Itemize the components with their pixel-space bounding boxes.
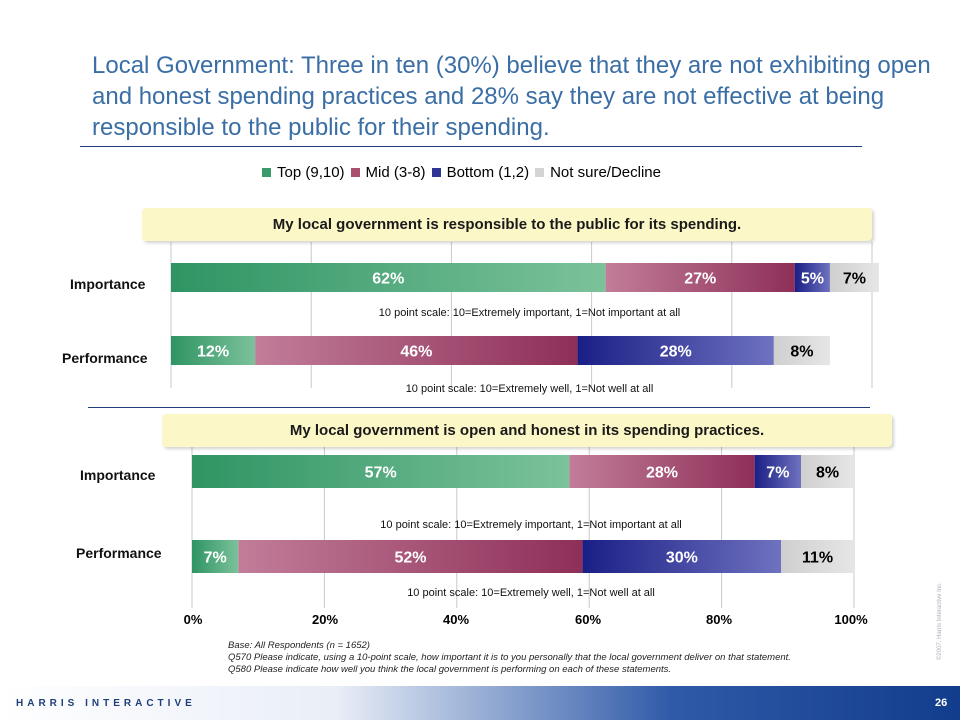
scale-note-p1-importance: 10 point scale: 10=Extremely important, …	[379, 307, 680, 319]
bar-p2-importance-mid	[569, 455, 755, 488]
bar-p2-importance-bottom	[754, 455, 802, 488]
footnote-q570: Q570 Please indicate, using a 10-point s…	[228, 652, 791, 663]
scale-note-p2-importance: 10 point scale: 10=Extremely important, …	[380, 519, 681, 531]
bar-p1-importance-notsure	[829, 263, 880, 292]
legend-swatch-mid	[350, 167, 360, 177]
bar-p2-performance-notsure-label: 11%	[802, 550, 833, 567]
x-tick-100: 100%	[834, 612, 868, 627]
bar-p2-performance-mid	[238, 540, 583, 573]
bar-p2-importance-bottom-label: 7%	[766, 465, 789, 482]
bar-p1-importance-top	[171, 263, 606, 292]
x-tick-0: 0%	[183, 612, 203, 627]
bar-p2-performance-mid-label: 52%	[394, 550, 426, 567]
x-tick-60: 60%	[574, 612, 602, 627]
bar-p1-importance-top-label: 62%	[372, 271, 404, 288]
footnote-base: Base: All Respondents (n = 1652)	[228, 640, 370, 651]
legend-label-mid: Mid (3-8)	[365, 163, 426, 181]
panel-divider	[88, 407, 870, 408]
bar-p1-performance-notsure-label: 8%	[790, 344, 813, 361]
bar-p1-performance-bottom-label: 28%	[660, 344, 692, 361]
legend-label-top: Top (9,10)	[277, 163, 345, 181]
row-label-importance-2: Importance	[80, 467, 156, 483]
panel-heading-open-honest: My local government is open and honest i…	[162, 414, 892, 447]
bar-p1-performance-bottom	[577, 336, 774, 365]
bar-p2-performance-notsure	[781, 540, 854, 573]
bar-p1-performance-mid-label: 46%	[400, 344, 432, 361]
legend-label-notsure: Not sure/Decline	[550, 163, 661, 181]
bar-p1-performance-notsure	[773, 336, 830, 365]
page-title: Local Government: Three in ten (30%) bel…	[92, 52, 931, 141]
footer-band	[0, 686, 960, 720]
legend-item-notsure: Not sure/Decline	[535, 164, 661, 181]
legend-swatch-top	[262, 167, 271, 177]
bar-p1-performance-top-label: 12%	[197, 344, 229, 361]
footnote-q580: Q580 Please indicate how well you think …	[228, 664, 672, 675]
bars: 62% 27% 5% 7% 10 point scale: 10=Extremely i…	[171, 263, 880, 599]
bar-p2-performance-bottom-label: 30%	[666, 550, 698, 567]
bar-p2-performance-top	[192, 540, 239, 573]
bar-p2-importance-notsure-label: 8%	[816, 465, 839, 482]
legend-item-bottom: Bottom (1,2)	[431, 163, 530, 181]
footer-brand: HARRIS INTERACTIVE	[16, 698, 196, 709]
row-label-importance-1: Importance	[70, 276, 146, 292]
legend-swatch-notsure	[535, 167, 545, 177]
page-number: 26	[935, 697, 948, 709]
x-tick-40: 40%	[442, 612, 470, 627]
x-tick-20: 20%	[311, 612, 339, 627]
bar-p2-performance-top-label: 7%	[204, 550, 227, 567]
footnote: Base: All Respondents (n = 1652) Q570 Pl…	[228, 640, 791, 676]
scale-note-p2-performance: 10 point scale: 10=Extremely well, 1=Not…	[407, 587, 655, 599]
bar-p1-importance-bottom-label: 5%	[801, 271, 824, 288]
side-copyright: ©2007, Harris Interactive Inc.	[937, 582, 943, 660]
bar-p1-importance-bottom	[794, 263, 830, 292]
row-label-performance-2: Performance	[76, 545, 162, 561]
row-label-performance-1: Performance	[62, 350, 148, 366]
bar-p2-importance-top	[192, 455, 570, 488]
bar-p2-importance-top-label: 57%	[365, 465, 397, 482]
chart-legend: Top (9,10) Mid (3-8) Bottom (1,2) Not su…	[262, 162, 667, 182]
bar-p2-performance-bottom	[582, 540, 782, 573]
bar-p1-performance-mid	[255, 336, 578, 365]
bar-p1-importance-mid-label: 27%	[684, 271, 716, 288]
bar-p1-importance-mid	[605, 263, 795, 292]
bar-p2-importance-mid-label: 28%	[646, 465, 678, 482]
legend-item-mid: Mid (3-8)	[350, 163, 426, 181]
bar-p1-performance-top	[171, 336, 256, 365]
legend-label-bottom: Bottom (1,2)	[446, 163, 530, 181]
legend-item-top: Top (9,10)	[262, 164, 345, 181]
legend-swatch-bottom	[431, 167, 441, 177]
bar-p1-importance-notsure-label: 7%	[843, 271, 866, 288]
scale-note-p1-performance: 10 point scale: 10=Extremely well, 1=Not…	[406, 383, 654, 395]
title-divider	[80, 146, 862, 147]
bar-p2-importance-notsure	[801, 455, 854, 488]
panel-heading-responsible: My local government is responsible to th…	[142, 208, 872, 241]
x-tick-80: 80%	[705, 612, 733, 627]
